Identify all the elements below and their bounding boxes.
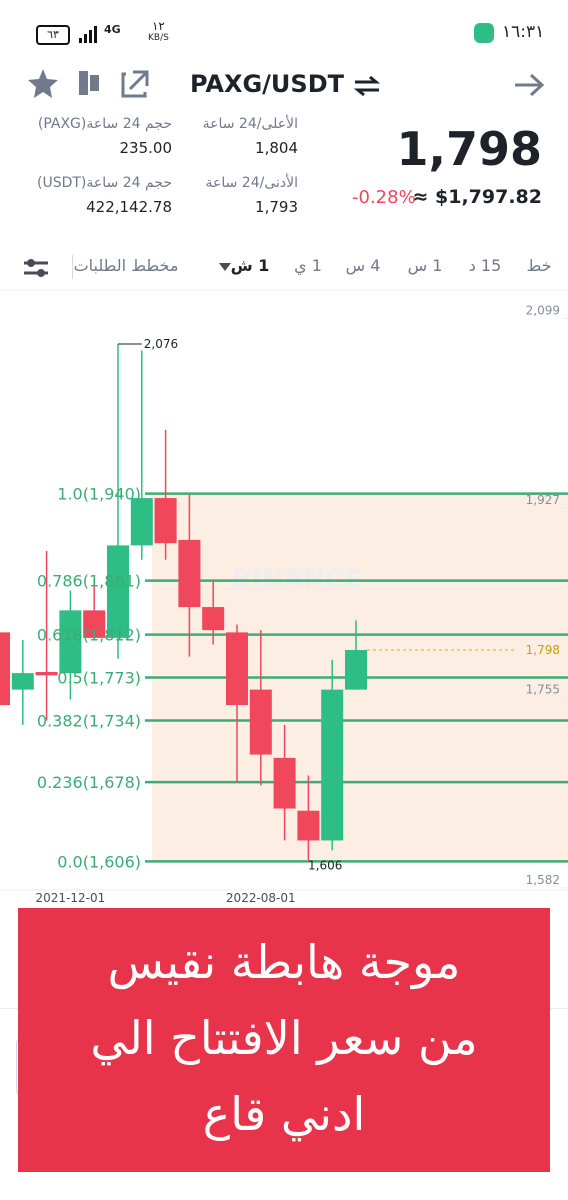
app-icon	[474, 23, 494, 43]
x-tick-label: 2022-08-01	[226, 891, 296, 905]
header-icons[interactable]	[26, 66, 156, 102]
fib-label: 0.618(1,812)	[37, 626, 141, 645]
share-icon[interactable]	[121, 70, 149, 98]
signal-icon	[79, 26, 97, 43]
fib-label: 0.0(1,606)	[57, 852, 141, 871]
high-marker-label: 2,076	[144, 337, 178, 351]
volume-base-label: حجم 24 ساعة(PAXG)	[37, 116, 172, 132]
banner-line: موجة هابطة نقيس	[107, 935, 461, 989]
tab[interactable]: 1 س	[407, 256, 443, 275]
candle-body	[249, 689, 272, 755]
last-price-label: 1,798	[526, 643, 560, 657]
fib-label: 1.0(1,940)	[57, 485, 141, 504]
clock: ١٦:٣١	[502, 22, 545, 42]
y-tick-label: 1,927	[526, 493, 560, 507]
price-change: -0.28%	[352, 187, 416, 208]
candle-body	[0, 632, 10, 706]
speed: ١٢ KB/S	[148, 20, 169, 44]
candle-body	[154, 498, 177, 544]
candle-body	[297, 810, 320, 841]
tab-selected[interactable]: 1 ش	[230, 256, 270, 275]
tab[interactable]: مخطط الطلبات	[73, 256, 179, 275]
y-tick-label: 1,582	[526, 873, 560, 887]
low-label: الأدنى/24 ساعة	[205, 175, 298, 191]
candle-body	[226, 632, 248, 706]
candle-body	[273, 757, 296, 809]
favorite-icon[interactable]	[28, 69, 58, 98]
battery: ٦٣	[36, 25, 70, 45]
divider	[72, 255, 73, 279]
candle-body	[107, 545, 129, 638]
tab[interactable]: 1 ي	[294, 256, 322, 275]
volume-quote: 422,142.78	[86, 198, 172, 216]
candle-body	[11, 673, 34, 690]
candle-body	[202, 607, 225, 631]
tab[interactable]: 4 س	[345, 256, 381, 275]
annotation-banner: موجة هابطة نقيس من سعر الافتتاح الي ادني…	[18, 908, 550, 1172]
fib-label: 0.236(1,678)	[37, 773, 141, 792]
compare-icon[interactable]	[79, 71, 88, 95]
x-tick-label: 2021-12-01	[36, 891, 106, 905]
low-24h: 1,793	[255, 198, 298, 216]
candle-body	[83, 610, 106, 638]
speed-value: ١٢	[151, 19, 165, 33]
compare-icon-part	[90, 75, 99, 91]
last-price: 1,798	[396, 122, 542, 176]
banner-line: من سعر الافتتاح الي	[90, 1011, 478, 1065]
fib-label: 0.786(1,861)	[37, 572, 141, 591]
volume-base: 235.00	[119, 139, 173, 157]
candle-body	[321, 689, 344, 841]
candle-body	[130, 498, 153, 546]
tab[interactable]: 15 د	[468, 256, 502, 275]
price-usd: ≈ $1,797.82	[412, 186, 542, 208]
tab[interactable]: خط	[526, 256, 552, 275]
low-marker-label: 1,606	[308, 858, 342, 872]
pair-title[interactable]: PAXG/USDT	[190, 70, 344, 98]
high-24h: 1,804	[255, 139, 298, 157]
settings-icon[interactable]	[22, 256, 50, 280]
y-tick-label: 1,755	[526, 682, 560, 696]
candle-body	[345, 650, 367, 690]
volume-quote-label: حجم 24 ساعة(USDT)	[36, 175, 172, 191]
speed-unit: KB/S	[148, 33, 169, 43]
y-tick-label: 2,099	[526, 304, 560, 318]
high-label: الأعلى/24 ساعة	[202, 116, 298, 132]
candle-body	[178, 539, 201, 608]
dropdown-icon[interactable]	[218, 262, 232, 272]
network-type: 4G	[104, 23, 121, 36]
fib-label: 0.382(1,734)	[37, 711, 141, 730]
candle-body	[59, 610, 82, 674]
fib-label: 0.5(1,773)	[57, 669, 141, 688]
candle-body	[35, 672, 58, 676]
forward-icon[interactable]	[512, 72, 546, 98]
banner-line: ادني قاع	[202, 1087, 366, 1141]
swap-icon[interactable]	[352, 74, 382, 98]
